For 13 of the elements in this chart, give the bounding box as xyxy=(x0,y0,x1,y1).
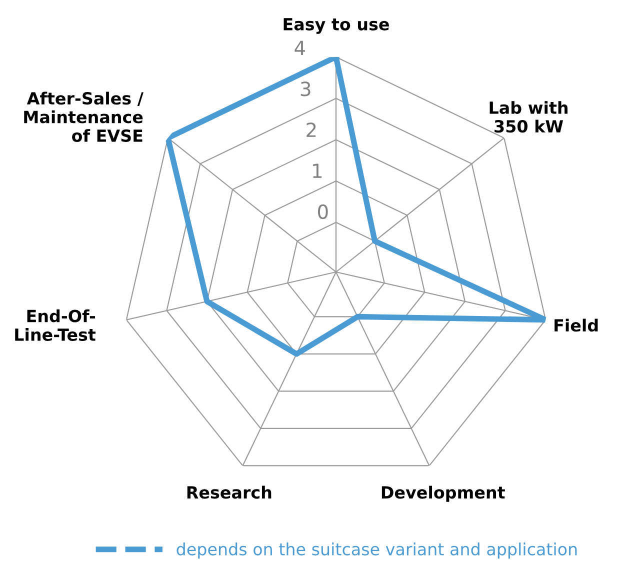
legend-label: depends on the suitcase variant and application xyxy=(176,542,577,559)
spoke-label: Field xyxy=(554,318,598,332)
y-tick-label: 1 xyxy=(313,164,322,178)
spoke-label: Lab with 350 kW xyxy=(490,101,568,133)
spoke-label: After-Sales / Maintenance of EVSE xyxy=(24,92,144,142)
y-tick-label: 2 xyxy=(306,122,316,137)
y-tick-label: 3 xyxy=(300,82,310,96)
y-tick-label: 4 xyxy=(294,40,305,56)
spoke-label: End-Of- Line-Test xyxy=(15,309,96,341)
spoke-label: Research xyxy=(187,486,272,499)
y-tick-label: 0 xyxy=(318,204,328,220)
spoke-label: Easy to use xyxy=(284,18,389,34)
spoke-label: Development xyxy=(382,486,505,502)
